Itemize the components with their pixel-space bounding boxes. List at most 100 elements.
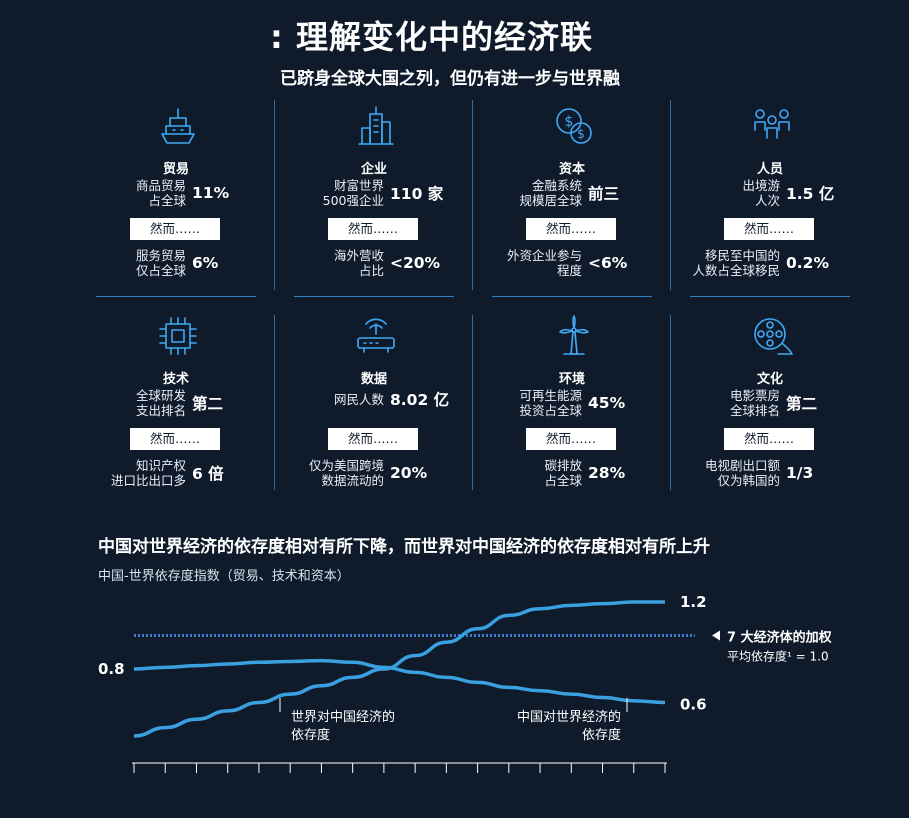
however-badge: 然而…… [526,428,616,450]
bottom-stat-label: 知识产权 进口比出口多 [110,458,186,488]
top-stat-label: 商品贸易 占全球 [135,178,186,208]
reference-label: 平均依存度¹ = 1.0 [727,649,829,664]
router-icon [354,314,398,358]
bottom-stat-label: 服务贸易 仅占全球 [135,248,186,278]
category-label: 文化 [756,372,783,387]
row-divider [294,296,454,297]
column-divider [670,100,671,290]
page-subtitle: 已跻身全球大国之列，但仍有进一步与世界融 [280,69,620,89]
chip-icon [156,314,200,358]
series-china-on-world [133,658,666,705]
end-value-label: 1.2 [680,593,707,611]
bottom-stat: 知识产权 进口比出口多 6 倍 [96,458,266,488]
top-stat-value: 第二 [786,395,818,413]
top-stat-label: 电影票房 全球排名 [729,388,780,418]
category-label: 人员 [756,162,783,177]
category-label: 技术 [162,372,189,387]
category-label: 数据 [360,372,387,387]
column-divider [670,315,671,490]
svg-text:$: $ [565,114,574,130]
category-label: 资本 [558,162,585,177]
top-stat: 全球研发 支出排名 第二 [96,388,266,418]
ship-icon [156,104,200,148]
bottom-stat: 电视剧出口额 仅为韩国的 1/3 [690,458,860,488]
bottom-stat-value: 6% [192,254,219,272]
bottom-stat-value: 6 倍 [192,465,224,483]
bottom-stat-value: 20% [390,464,428,482]
however-badge: 然而…… [328,218,418,240]
top-stat-label: 出境游 人次 [742,178,780,208]
column-divider [274,100,275,290]
top-stat-label: 财富世界 500强企业 [322,178,384,208]
column-divider [472,315,473,490]
bottom-stat: 移民至中国的 人数占全球移民 0.2% [690,248,860,278]
indicator-cell-8: 文化 电影票房 全球排名 第二然而…… 电视剧出口额 仅为韩国的 1/3 [690,310,860,505]
top-stat: 电影票房 全球排名 第二 [690,388,860,418]
bottom-stat-label: 外资企业参与 程度 [506,248,582,278]
top-stat-value: 第二 [192,395,224,413]
category-label: 环境 [558,372,585,387]
end-value-label: 0.6 [680,696,707,714]
bottom-stat-value: <20% [390,254,441,272]
top-stat: 金融系统 规模居全球 前三 [492,178,662,208]
buildings-icon [354,104,398,148]
category-label: 企业 [360,162,387,177]
bottom-stat: 服务贸易 仅占全球 6% [96,248,266,278]
top-stat: 出境游 人次 1.5 亿 [690,178,860,208]
top-stat-value: 前三 [588,185,620,203]
category-label: 贸易 [162,162,189,177]
top-stat-value: 11% [192,184,230,202]
series-label: 依存度 [582,727,621,743]
top-stat-label: 网民人数 [333,391,384,407]
bottom-stat-value: <6% [588,254,628,272]
chart-title: 中国对世界经济的依存度相对有所下降，而世界对中国经济的依存度相对有所上升 [98,537,710,557]
bottom-stat: 仅为美国跨境 数据流动的 20% [294,458,464,488]
series-label: 依存度 [291,727,330,743]
top-stat: 财富世界 500强企业 110 家 [294,178,464,208]
reference-arrow-icon [712,630,720,641]
bottom-stat-value: 1/3 [786,464,814,482]
coins-icon: $ $ [552,104,596,148]
wind-turbine-icon [552,314,596,358]
indicator-cell-3: $ $ 资本 金融系统 规模居全球 前三然而…… 外资企业参与 程度 <6% [492,100,662,295]
bottom-stat-label: 海外营收 占比 [333,248,384,278]
indicator-cell-4: 人员 出境游 人次 1.5 亿然而…… 移民至中国的 人数占全球移民 0.2% [690,100,860,295]
row-divider [96,296,256,297]
column-divider [472,100,473,290]
row-divider [690,296,850,297]
top-stat-label: 全球研发 支出排名 [135,388,186,418]
chart-subtitle: 中国-世界依存度指数（贸易、技术和资本） [98,569,350,584]
however-badge: 然而…… [328,428,418,450]
however-badge: 然而…… [130,428,220,450]
bottom-stat-value: 28% [588,464,626,482]
indicator-cell-5: 技术 全球研发 支出排名 第二然而…… 知识产权 进口比出口多 6 倍 [96,310,266,505]
start-value-label: 0.8 [98,660,125,678]
bottom-stat: 碳排放 占全球 28% [492,458,662,488]
series-world-on-china [133,600,665,738]
bottom-stat-value: 0.2% [786,254,829,272]
top-stat-value: 8.02 亿 [390,391,450,409]
top-stat: 商品贸易 占全球 11% [96,178,266,208]
svg-text:$: $ [577,127,585,141]
top-stat-value: 110 家 [390,185,444,203]
series-label: 中国对世界经济的 [517,709,621,725]
however-badge: 然而…… [724,428,814,450]
top-stat-label: 可再生能源 投资占全球 [519,388,582,418]
top-stat-value: 45% [588,394,626,412]
bottom-stat: 外资企业参与 程度 <6% [492,248,662,278]
top-stat-label: 金融系统 规模居全球 [519,178,582,208]
indicator-grid: 贸易 商品贸易 占全球 11% 然而…… 服务贸易 仅占全球 6% 企业 财富世界 500强企… [96,100,856,500]
top-stat: 网民人数 8.02 亿 [294,388,464,410]
bottom-stat: 海外营收 占比 <20% [294,248,464,278]
indicator-cell-2: 企业 财富世界 500强企业 110 家然而…… 海外营收 占比 <20% [294,100,464,295]
however-badge: 然而…… [724,218,814,240]
bottom-stat-label: 电视剧出口额 仅为韩国的 [704,458,780,488]
top-stat-value: 1.5 亿 [786,185,835,203]
bottom-stat-label: 移民至中国的 人数占全球移民 [692,248,780,278]
however-badge: 然而…… [526,218,616,240]
page-title: : 理解变化中的经济联 [270,18,593,56]
indicator-cell-7: 环境 可再生能源 投资占全球 45% 然而…… 碳排放 占全球 28% [492,310,662,505]
top-stat: 可再生能源 投资占全球 45% [492,388,662,418]
indicator-cell-6: 数据网民人数 8.02 亿然而…… 仅为美国跨境 数据流动的 20% [294,310,464,505]
